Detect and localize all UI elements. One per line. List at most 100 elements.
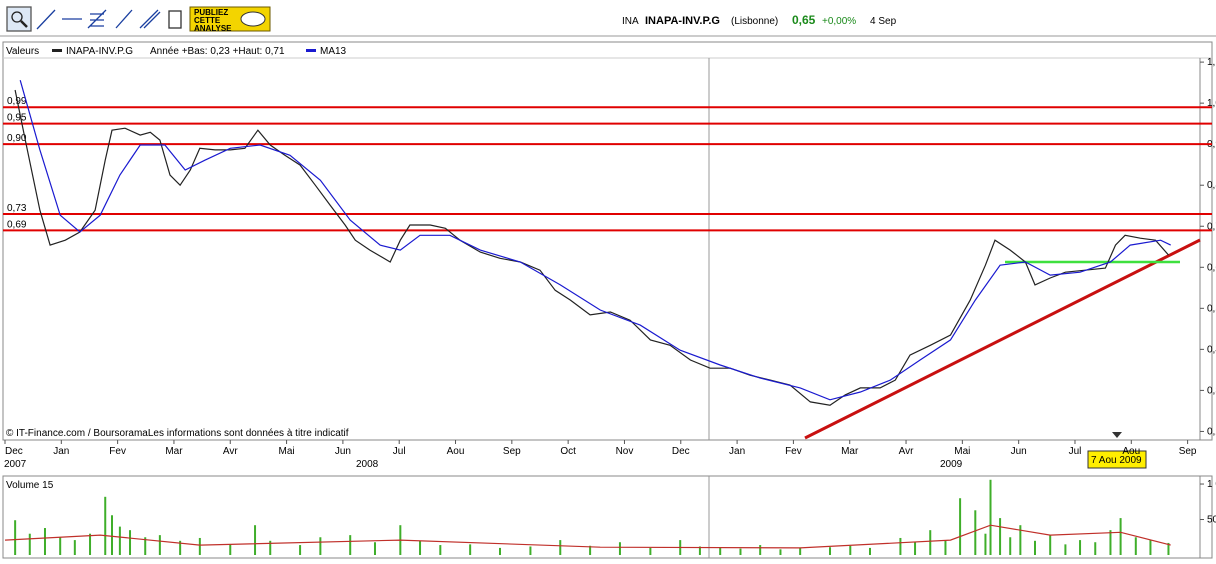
year-label: 2009 xyxy=(940,459,963,470)
level-label: 0,69 xyxy=(7,219,27,230)
legend-swatch xyxy=(52,49,62,52)
volume-bar xyxy=(229,544,232,555)
volume-bar xyxy=(1094,542,1097,555)
x-tick-label: Nov xyxy=(616,446,634,457)
quote-date: 4 Sep xyxy=(870,16,897,27)
trendline-tool[interactable] xyxy=(36,9,56,30)
volume-bar xyxy=(649,547,652,555)
delete-tool[interactable] xyxy=(168,10,182,29)
volume-bar xyxy=(779,549,782,555)
x-tick-label: Aou xyxy=(1122,446,1140,457)
volume-bar xyxy=(373,542,376,555)
volume-bar xyxy=(1119,518,1122,555)
volume-bar xyxy=(1167,542,1170,555)
price-change: +0,00% xyxy=(822,16,856,27)
last-price: 0,65 xyxy=(792,13,816,27)
x-tick-label: Mai xyxy=(279,446,295,457)
volume-bar xyxy=(899,537,902,555)
volume-bar xyxy=(110,515,113,555)
x-tick-label: Fev xyxy=(109,446,126,457)
volume-bar xyxy=(984,533,987,555)
x-tick-label: Jul xyxy=(1069,446,1082,457)
x-tick-label: Jul xyxy=(393,446,406,457)
level-label: 0,90 xyxy=(7,133,27,144)
volume-bar xyxy=(469,544,472,555)
zoom-button[interactable] xyxy=(6,6,32,32)
range-note: Année +Bas: 0,23 +Haut: 0,71 xyxy=(150,46,285,57)
x-tick-label: Fev xyxy=(785,446,802,457)
volume-bar xyxy=(349,535,352,555)
volume-bar xyxy=(1064,544,1067,555)
parallel-tool[interactable] xyxy=(139,9,161,29)
volume-bar xyxy=(499,547,502,555)
market: (Lisbonne) xyxy=(731,16,778,27)
volume-bar xyxy=(829,547,832,555)
x-tick-label: Mai xyxy=(954,446,970,457)
volume-bar xyxy=(849,545,852,555)
volume-bar xyxy=(989,479,992,555)
volume-bar xyxy=(698,546,701,555)
volume-bar xyxy=(1149,540,1152,555)
ma-line xyxy=(19,80,1171,401)
volume-bar xyxy=(73,540,76,555)
volume-bar xyxy=(868,547,871,555)
y-tick-label: 0,8 xyxy=(1207,180,1216,191)
volume-bar xyxy=(739,548,742,555)
volume-bar xyxy=(158,535,161,555)
publish-label: ANALYSE xyxy=(194,24,232,33)
cursor-box xyxy=(1087,450,1147,469)
legend-swatch xyxy=(306,49,316,52)
volume-bar xyxy=(914,542,917,555)
volume-bar xyxy=(944,540,947,555)
y-tick-label: 0,3 xyxy=(1207,385,1216,396)
footnote: © IT-Finance.com / BoursoramaLes informa… xyxy=(6,428,349,439)
ticker-code: INA xyxy=(622,16,639,27)
volume-bar xyxy=(129,530,132,555)
level-label: 0,73 xyxy=(7,203,27,214)
x-tick-label: Mar xyxy=(841,446,859,457)
y-tick-label: 0,7 xyxy=(1207,221,1216,232)
tool-buttons xyxy=(6,6,182,32)
volume-bar xyxy=(1109,530,1112,555)
volume-bar xyxy=(89,533,92,555)
y-tick-label: 1 000 xyxy=(1207,479,1216,490)
trend-line xyxy=(804,238,1201,440)
level-label: 0,95 xyxy=(7,113,27,124)
y-tick-label: 1,1 xyxy=(1207,57,1216,68)
x-tick-label: Avr xyxy=(899,446,914,457)
channel-tool[interactable] xyxy=(115,9,133,29)
publish-icon xyxy=(240,11,266,27)
publish-label: PUBLIEZ xyxy=(194,8,228,17)
fibo-tool[interactable] xyxy=(87,9,107,29)
volume-bar xyxy=(59,537,62,555)
volume-bar xyxy=(1019,525,1022,555)
volume-bar xyxy=(759,545,762,555)
volume-bar xyxy=(269,540,272,555)
y-tick-label: 500 xyxy=(1207,515,1216,526)
volume-bar xyxy=(529,546,532,555)
zoom-icon xyxy=(11,11,23,23)
volume-bar xyxy=(1134,537,1137,555)
volume-bar xyxy=(43,528,46,555)
x-tick-label: Dec xyxy=(5,446,23,457)
year-label: 2007 xyxy=(4,459,27,470)
x-tick-label: Sep xyxy=(503,446,521,457)
legend-label: MA13 xyxy=(320,46,347,57)
price-line xyxy=(14,89,1169,406)
volume-bar xyxy=(1033,540,1036,555)
volume-bar xyxy=(144,537,147,555)
volume-bar xyxy=(589,545,592,555)
volume-bar xyxy=(559,540,562,555)
volume-bar xyxy=(959,498,962,555)
volume-bar xyxy=(1079,540,1082,555)
volume-bar xyxy=(118,526,121,555)
volume-bar xyxy=(179,540,182,555)
cursor-marker xyxy=(1112,432,1122,438)
legend-title: Valeurs xyxy=(6,46,39,57)
volume-bar xyxy=(299,545,302,555)
volume-bar xyxy=(999,518,1002,555)
volume-bar xyxy=(1009,537,1012,555)
volume-bar xyxy=(28,533,31,555)
x-tick-label: Jun xyxy=(1011,446,1027,457)
